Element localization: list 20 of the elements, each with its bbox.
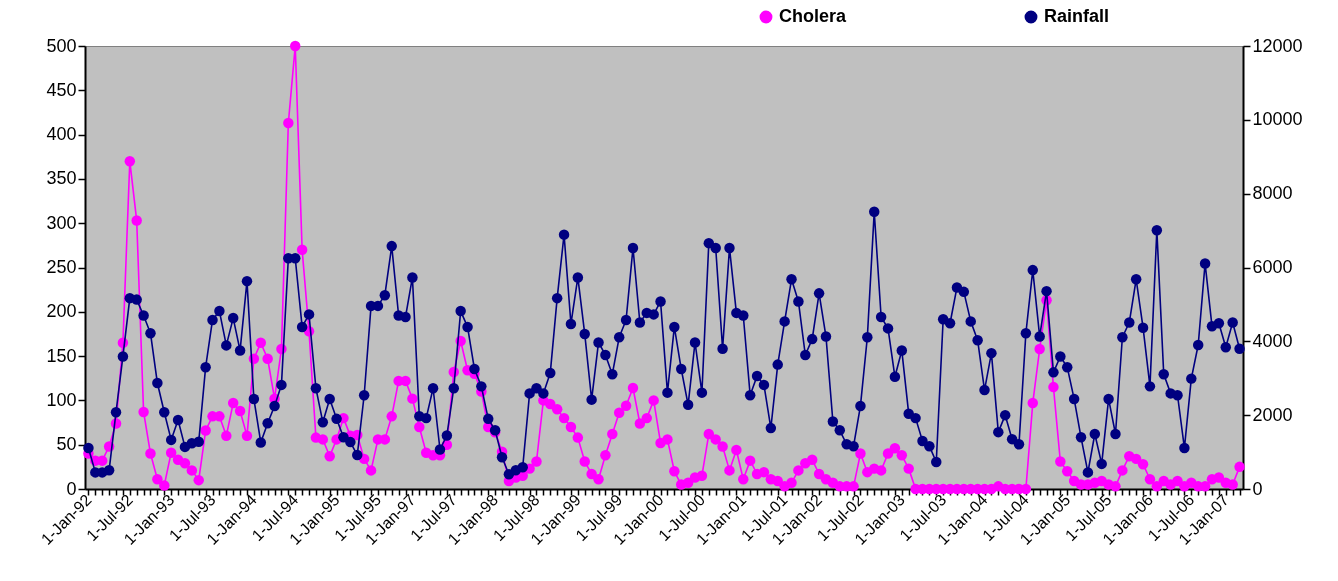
y-tick-label: 450: [46, 79, 77, 100]
y-tick-label: 50: [56, 434, 77, 455]
y-tick-label: 150: [46, 345, 77, 366]
y-tick-label: 0: [66, 478, 77, 499]
y-tick-label: 400: [46, 124, 77, 145]
y-tick-label: 500: [46, 35, 77, 56]
y-tick-label: 350: [46, 168, 77, 189]
y-tick-label: 250: [46, 257, 77, 277]
y-tick-label: 200: [46, 301, 77, 322]
y-tick-label: 100: [46, 389, 77, 410]
y-tick-label: 300: [46, 212, 77, 233]
y2-tick-label: 2000: [1252, 404, 1293, 425]
y2-tick-label: 10000: [1252, 109, 1303, 130]
y2-tick-label: 0: [1252, 478, 1263, 499]
y2-tick-label: 6000: [1252, 257, 1293, 277]
y2-tick-label: 8000: [1252, 183, 1293, 204]
y2-tick-label: 4000: [1252, 330, 1293, 351]
legend-label: Cholera: [779, 6, 848, 26]
y2-tick-label: 12000: [1252, 35, 1303, 56]
legend-label: Rainfall: [1044, 6, 1110, 26]
